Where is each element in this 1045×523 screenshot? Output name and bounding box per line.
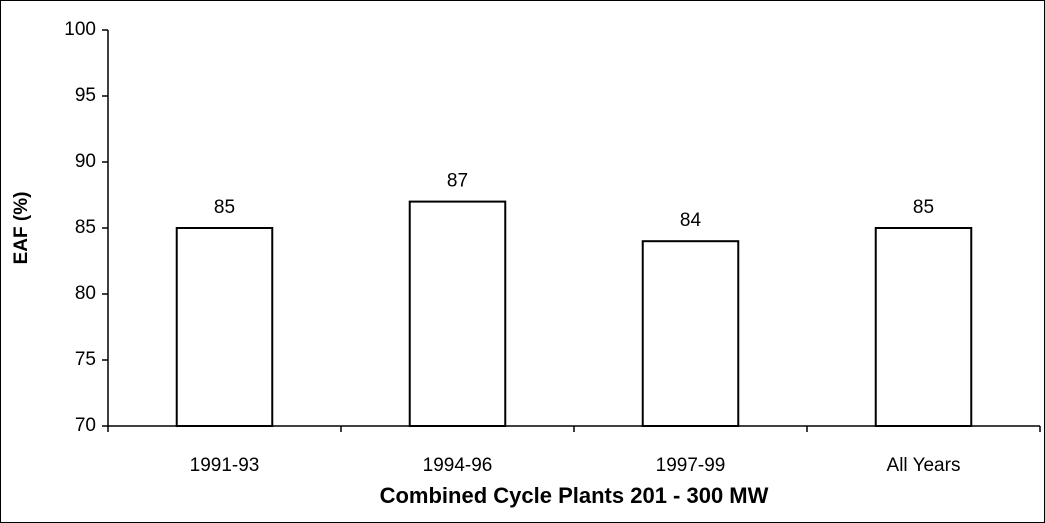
y-tick-label: 75 (75, 349, 96, 370)
data-label: 85 (913, 197, 934, 218)
x-tick-label: 1997-99 (656, 455, 726, 476)
data-label: 87 (447, 171, 468, 192)
data-label: 85 (214, 197, 235, 218)
y-tick-label: 95 (75, 85, 96, 106)
bar (641, 240, 740, 427)
bar (874, 227, 973, 427)
x-tick-label: All Years (887, 455, 961, 476)
bar (175, 227, 274, 427)
y-tick-label: 70 (75, 415, 96, 436)
bar (408, 200, 507, 427)
data-label: 84 (680, 210, 702, 231)
y-tick-label: 100 (64, 19, 96, 40)
y-axis-title: EAF (%) (11, 192, 32, 265)
x-axis-title: Combined Cycle Plants 201 - 300 MW (380, 483, 769, 508)
y-tick-label: 90 (75, 151, 96, 172)
y-tick-label: 85 (75, 217, 96, 238)
x-tick-label: 1994-96 (423, 455, 493, 476)
y-tick-label: 80 (75, 283, 96, 304)
x-tick-label: 1991-93 (190, 455, 260, 476)
